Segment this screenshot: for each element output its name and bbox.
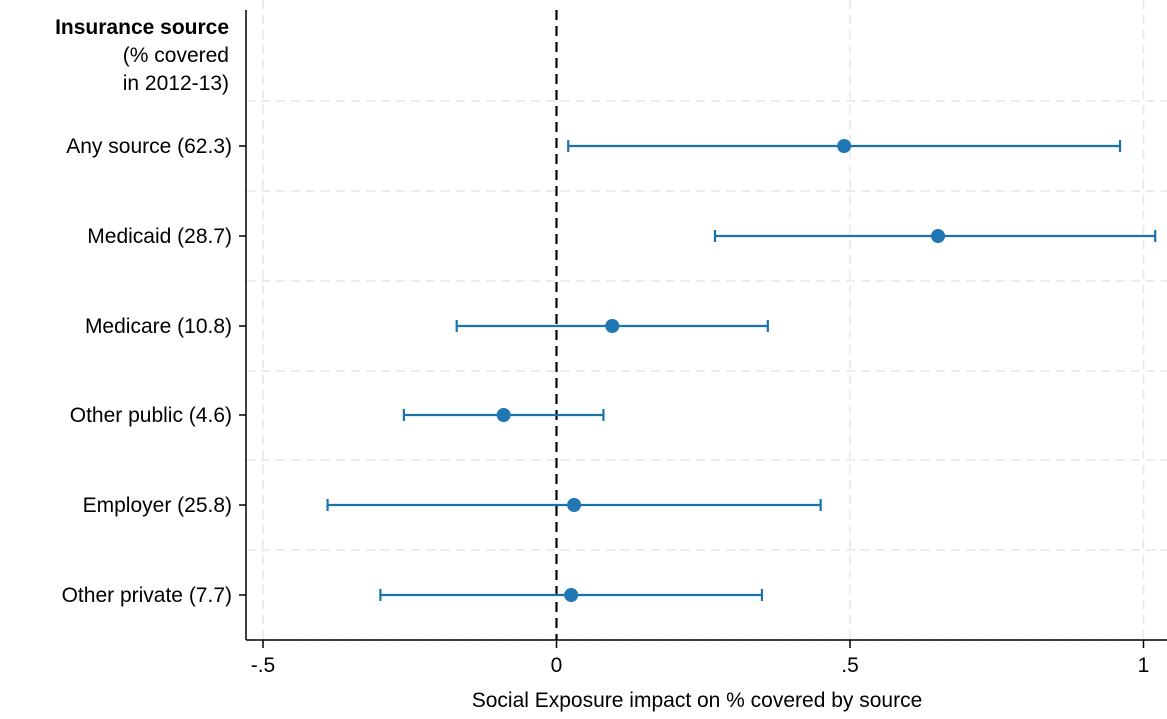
point-estimate: [564, 588, 579, 602]
header-line-2: (% covered: [123, 44, 229, 67]
x-tick-label: 1: [1138, 654, 1150, 677]
x-axis-title: Social Exposure impact on % covered by s…: [472, 689, 923, 712]
x-tick-label: .5: [841, 654, 859, 677]
estimate-row: [326, 498, 822, 512]
point-estimate: [837, 139, 852, 153]
y-tick-label: Employer (25.8): [83, 494, 232, 517]
y-tick-label: Any source (62.3): [66, 135, 232, 158]
y-tick-label: Other private (7.7): [62, 584, 232, 607]
point-estimate: [496, 408, 511, 422]
estimate-row: [402, 408, 605, 422]
y-tick-label: Medicare (10.8): [85, 315, 232, 338]
point-estimate: [605, 319, 620, 333]
estimate-row: [379, 588, 764, 602]
header-line-3: in 2012-13): [123, 72, 229, 95]
x-tick-label: 0: [551, 654, 563, 677]
labels: Insurance source (% covered in 2012-13) …: [55, 16, 1149, 712]
axes: [239, 10, 1167, 648]
grid-lines: [246, 0, 1167, 641]
estimate-row: [455, 319, 769, 333]
estimate-row: [567, 139, 1122, 153]
estimate-row: [713, 229, 1157, 243]
header-title: Insurance source: [55, 16, 229, 39]
y-tick-label: Medicaid (28.7): [87, 225, 232, 248]
y-tick-label: Other public (4.6): [70, 404, 232, 427]
x-tick-label: -.5: [251, 654, 276, 677]
point-estimate: [931, 229, 946, 243]
data-series: [326, 139, 1157, 602]
point-estimate: [567, 498, 582, 512]
